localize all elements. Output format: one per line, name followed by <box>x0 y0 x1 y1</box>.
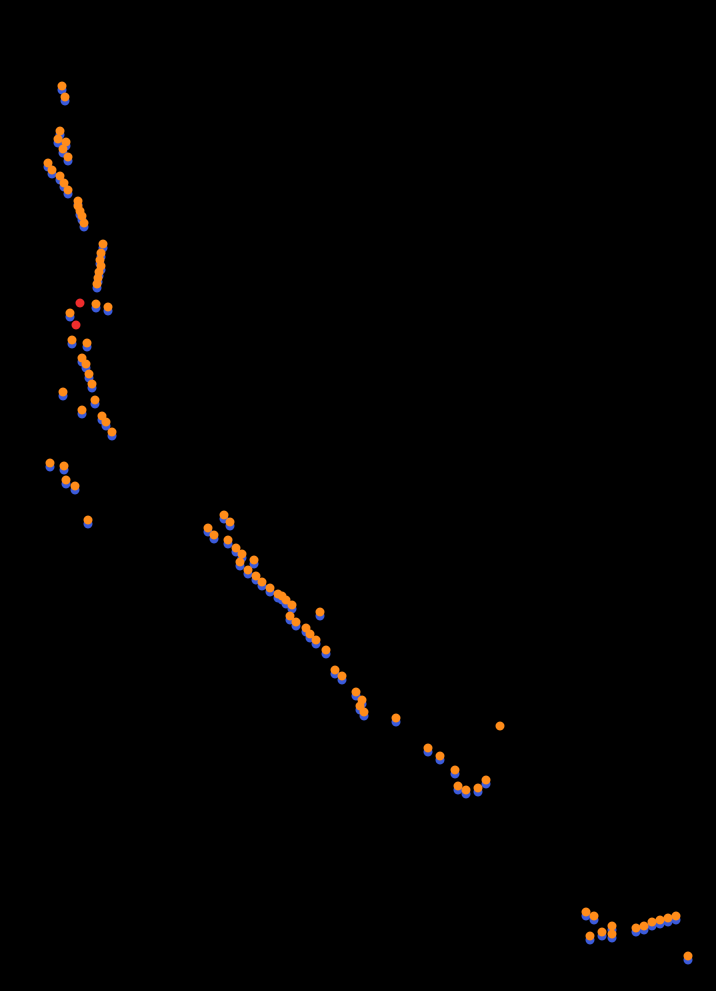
data-point <box>392 714 401 723</box>
data-point <box>250 556 259 565</box>
data-point <box>93 280 102 289</box>
data-point <box>68 336 77 345</box>
data-point <box>322 646 331 655</box>
data-point <box>331 666 340 675</box>
data-point <box>648 918 657 927</box>
data-point <box>238 550 247 559</box>
data-point <box>316 608 325 617</box>
data-point <box>59 145 68 154</box>
data-point <box>84 516 93 525</box>
data-point <box>61 93 70 102</box>
chart-svg <box>0 0 716 991</box>
data-point <box>454 782 463 791</box>
data-point <box>482 776 491 785</box>
data-point <box>632 924 641 933</box>
data-point <box>56 127 65 136</box>
data-point <box>288 601 297 610</box>
data-point <box>266 584 275 593</box>
data-point <box>58 82 67 91</box>
data-point <box>71 482 80 491</box>
data-point <box>598 928 607 937</box>
data-point <box>85 370 94 379</box>
data-point <box>108 428 117 437</box>
data-point <box>76 299 85 308</box>
data-point <box>496 722 505 731</box>
data-point <box>59 388 68 397</box>
data-point <box>82 360 91 369</box>
data-point <box>99 240 108 249</box>
data-point <box>672 912 681 921</box>
data-point <box>608 930 617 939</box>
data-point <box>608 922 617 931</box>
data-point <box>474 784 483 793</box>
data-point <box>424 744 433 753</box>
data-point <box>102 418 111 427</box>
data-point <box>244 566 253 575</box>
data-point <box>210 531 219 540</box>
data-point <box>436 752 445 761</box>
data-point <box>46 459 55 468</box>
data-point <box>72 321 81 330</box>
data-point <box>462 786 471 795</box>
data-point <box>83 339 92 348</box>
data-point <box>684 952 693 961</box>
data-point <box>60 462 69 471</box>
data-point <box>590 912 599 921</box>
data-point <box>640 922 649 931</box>
data-point <box>352 688 361 697</box>
data-point <box>582 908 591 917</box>
data-point <box>48 166 57 175</box>
data-point <box>656 916 665 925</box>
data-point <box>91 396 100 405</box>
data-point <box>220 511 229 520</box>
data-point <box>338 672 347 681</box>
data-point <box>64 186 73 195</box>
data-point <box>226 518 235 527</box>
data-point <box>62 476 71 485</box>
data-point <box>64 153 73 162</box>
data-point <box>54 135 63 144</box>
data-point <box>312 636 321 645</box>
data-point <box>360 708 369 717</box>
data-point <box>204 524 213 533</box>
data-point <box>586 932 595 941</box>
data-point <box>224 536 233 545</box>
data-point <box>451 766 460 775</box>
data-point <box>80 219 89 228</box>
data-point <box>88 380 97 389</box>
data-point <box>236 558 245 567</box>
data-point <box>92 300 101 309</box>
data-point <box>292 618 301 627</box>
chart-background <box>0 0 716 991</box>
scatter-chart <box>0 0 716 991</box>
data-point <box>78 406 87 415</box>
data-point <box>104 303 113 312</box>
data-point <box>258 578 267 587</box>
data-point <box>66 309 75 318</box>
data-point <box>664 914 673 923</box>
